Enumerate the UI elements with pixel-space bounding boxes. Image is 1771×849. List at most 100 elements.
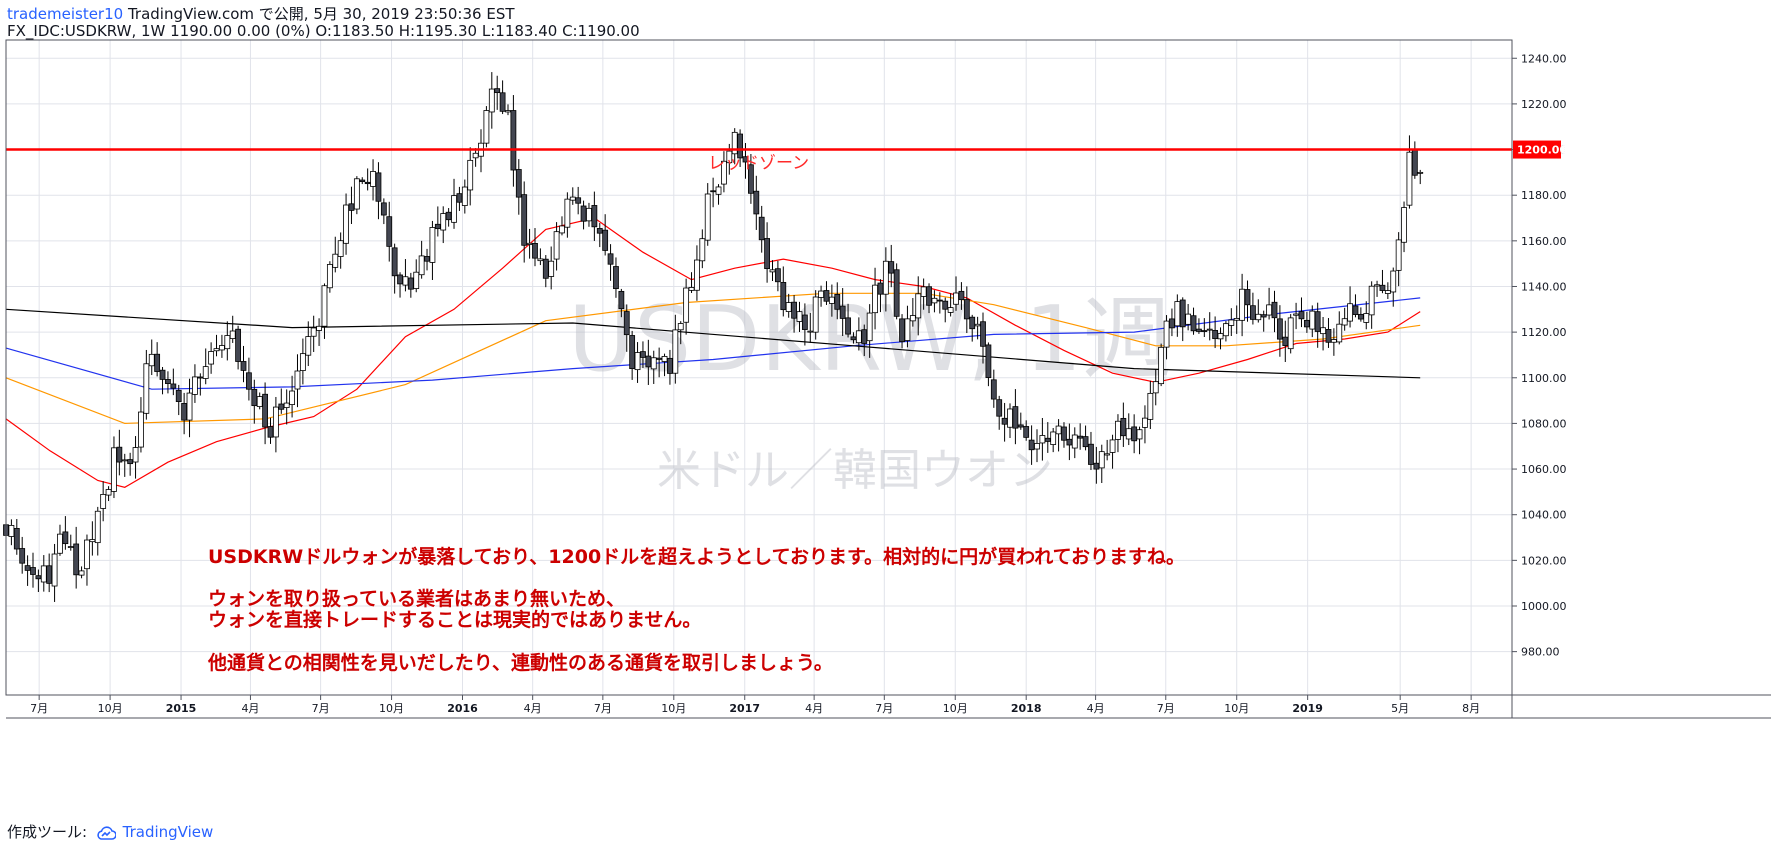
candle-body [564,198,571,228]
price-tick-label: 1000.00 [1521,600,1567,613]
candle-body [1104,453,1111,456]
candle-body [1341,318,1348,326]
candle-body [359,179,366,183]
candle-body [8,525,15,537]
price-tick-label: 1160.00 [1521,235,1567,248]
candle-body [818,290,824,298]
candle-body [402,276,409,286]
moving-average-line [5,217,1421,488]
candle-body [656,357,663,360]
candle-body [1417,171,1424,174]
candle-body [710,190,717,193]
candle-body [942,300,949,310]
candle-body [650,357,657,370]
candle-body [337,240,344,257]
candle-body [526,242,533,245]
candle-body [812,296,819,333]
candle-body [569,196,576,201]
candle-body [1039,435,1046,444]
candle-body [877,282,884,295]
candle-body [1212,330,1219,340]
candle-body [753,190,760,215]
candle-body [1374,284,1380,287]
candle-body [980,321,986,347]
candle-body [1320,327,1326,335]
price-tick-label: 1080.00 [1521,417,1567,430]
candle-body [40,565,47,583]
candle-body [1174,301,1181,327]
candle-body [866,312,873,342]
candle-body [57,533,63,554]
candle-body [845,317,851,335]
candle-body [51,553,58,587]
candle-body [548,260,555,277]
candle-body [974,323,981,327]
candle-body [1287,317,1294,350]
candle-body [990,379,997,400]
candle-body [623,311,630,336]
candle-body [1098,451,1105,469]
candle-body [672,329,679,374]
annotation-line: 他通貨との相関性を見いだしたり、連動性のある通貨を取引しましょう。 [207,651,833,674]
candle-body [904,318,911,341]
candle-body [926,286,932,306]
candle-body [451,195,457,223]
candle-body [283,402,290,408]
candle-body [909,315,916,322]
candle-body [1050,431,1057,445]
candle-body [19,548,26,564]
price-tick-label: 980.00 [1521,646,1560,659]
candle-body [936,299,943,302]
candle-body [1120,417,1127,437]
candle-body [510,110,517,171]
candle-body [1239,288,1246,321]
candle-body [645,355,652,368]
candle-body [256,396,263,407]
candle-body [602,229,609,251]
candle-body [467,159,474,191]
candle-body [181,403,188,421]
candle-body [1190,315,1197,332]
candle-body [316,325,322,331]
candle-body [1163,320,1170,348]
candle-body [386,216,393,247]
candle-body [634,352,641,371]
candle-body [89,539,96,543]
candle-body [872,284,878,314]
candle-body [1411,149,1418,176]
tradingview-brand[interactable]: TradingView [122,823,214,841]
candle-body [499,92,506,112]
annotation-text: USDKRWドルウォンが暴落しており、1200ドルを超えようとしております。相対… [207,545,1185,674]
candle-body [1347,303,1353,322]
time-tick-label: 4月 [524,702,542,715]
candle-body [35,575,42,580]
candle-body [1115,420,1121,440]
time-tick-label: 4月 [805,702,823,715]
candle-body [1007,408,1013,428]
watermark-subtitle: 米ドル／韓国ウオン [657,445,1053,496]
candle-body [532,243,538,259]
candle-body [289,390,295,405]
candle-body [148,353,155,367]
candle-body [553,231,560,260]
price-tick-label: 1140.00 [1521,280,1567,293]
author-link[interactable]: trademeister10 [7,5,124,23]
candle-body [1044,437,1051,442]
candle-body [321,285,328,327]
candle-body [343,204,349,244]
candle-body [375,172,382,202]
candle-body [1185,313,1192,325]
candle-body [494,88,501,94]
candle-body [618,290,625,310]
candle-body [1136,429,1143,440]
price-axis: 980.00 1000.00 1020.00 1040.00 1060.00 1080.0… [1512,52,1567,659]
candle-body [613,266,619,290]
candle-body [127,459,134,465]
candle-body [105,489,112,496]
candle-body [1061,426,1067,441]
candle-body [958,290,965,301]
candle-body [1223,323,1229,337]
candle-body [121,459,128,462]
candle-body [1363,313,1370,323]
